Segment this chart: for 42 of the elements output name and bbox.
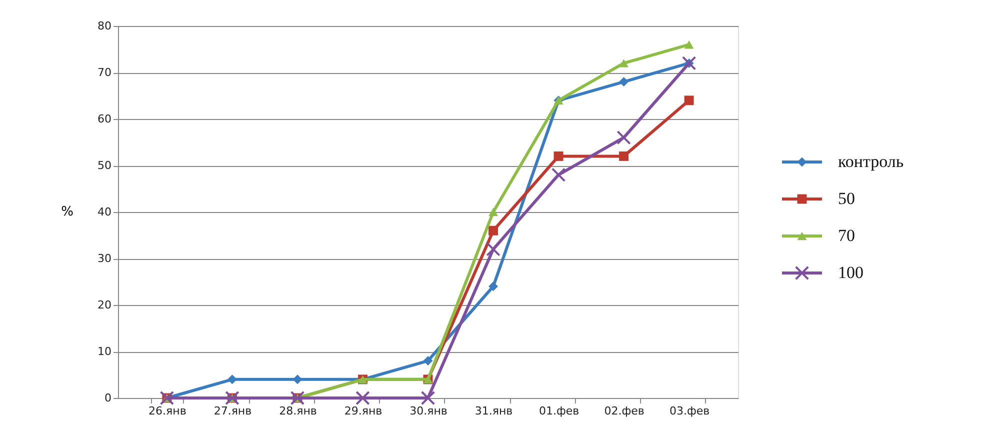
y-tick-label: 0	[104, 392, 112, 404]
y-tick-label: 80	[98, 20, 112, 32]
point	[356, 390, 370, 406]
y-tick-label: 50	[98, 159, 112, 172]
y-tick-label: 10	[98, 345, 112, 358]
point	[554, 151, 564, 161]
point	[420, 390, 436, 406]
point	[292, 374, 302, 384]
legend-label: 100	[838, 263, 864, 282]
y-tick-label: 30	[98, 252, 112, 265]
legend-label: 70	[838, 226, 855, 245]
point	[225, 390, 240, 406]
point	[488, 226, 498, 236]
point	[682, 56, 696, 70]
y-tick-label: 40	[98, 206, 112, 218]
point	[684, 96, 694, 106]
y-axis-title: %	[61, 204, 74, 220]
point	[551, 168, 566, 182]
point	[684, 40, 694, 49]
point	[488, 208, 498, 216]
x-tick-label: 28.янв	[279, 404, 317, 418]
x-tick-label: 31.янв	[474, 404, 513, 418]
y-tick-label: 70	[98, 66, 112, 79]
x-tick-label: 01.фев	[538, 404, 580, 418]
point	[486, 242, 500, 256]
point	[227, 374, 237, 384]
point	[488, 282, 498, 292]
x-tick-label: 30.янв	[410, 404, 448, 418]
x-tick-label: 29.янв	[344, 404, 382, 418]
x-tick-label: 27.янв	[214, 404, 252, 418]
legend-label: 50	[838, 189, 855, 208]
y-tick-label: 60	[98, 112, 112, 126]
point	[616, 130, 631, 145]
point	[619, 77, 629, 87]
x-tick-label: 03.фев	[669, 404, 710, 418]
point	[423, 356, 433, 366]
x-tick-label: 02.фев	[604, 404, 644, 418]
y-tick-label: 20	[98, 298, 112, 312]
x-tick-label: 26.янв	[148, 404, 186, 418]
legend-label: контроль	[838, 152, 904, 171]
point	[619, 151, 629, 161]
point	[619, 59, 629, 68]
